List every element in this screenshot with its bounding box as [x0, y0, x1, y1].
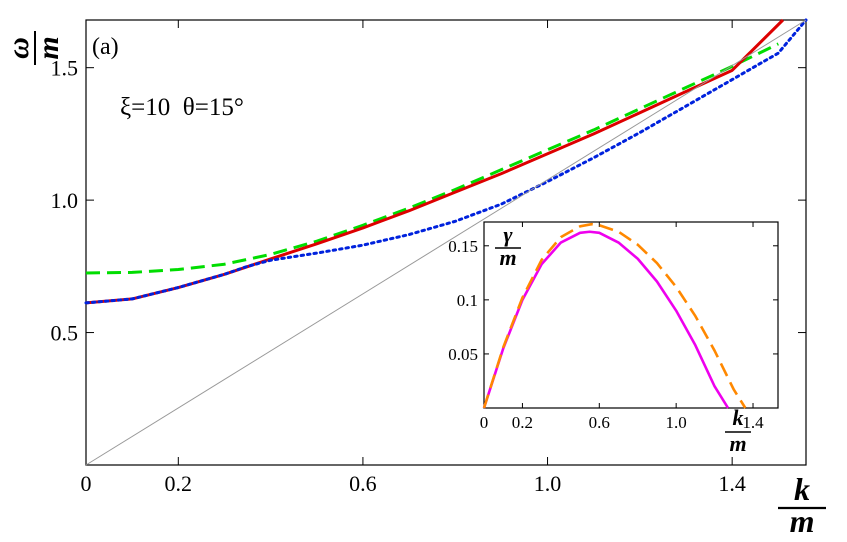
- main-x-tick-label: 1.0: [534, 471, 562, 496]
- inset-x-tick-label: 0.2: [512, 413, 533, 432]
- parameter-annotation: ξ=10 θ=15°: [120, 94, 244, 121]
- inset-y-axis-label: γ m: [495, 222, 521, 270]
- x-axis-label: k m: [778, 471, 826, 539]
- inset-x-axis-label: k m: [725, 405, 751, 456]
- inset-plot: 0 0.2 0.6 1.0 1.4 0.05 0.1 0.15 γ m k m: [448, 221, 779, 456]
- main-series-line-2: [84, 18, 808, 305]
- main-x-tick-label: 1.4: [718, 471, 746, 496]
- y-axis-label: ω m: [2, 31, 65, 65]
- main-series-line-0: [85, 42, 779, 275]
- x-axis-label-numerator: k: [794, 471, 810, 507]
- y-axis-label-numerator: ω: [2, 37, 35, 59]
- main-x-tick-label: 0.2: [165, 471, 193, 496]
- main-y-tick-label: 0.5: [51, 321, 79, 346]
- main-series-line-3: [85, 19, 807, 466]
- inset-series-line-0: [482, 230, 730, 409]
- inset-y-tick-label: 0.1: [457, 291, 478, 310]
- inset-x-tick-label: 1.4: [742, 413, 764, 432]
- inset-x-tick-label: 1.0: [666, 413, 687, 432]
- main-y-tick-label: 1.5: [51, 56, 79, 81]
- inset-background: [484, 222, 778, 408]
- inset-y-axis-label-numerator: γ: [503, 222, 513, 247]
- main-y-tick-label: 1.0: [51, 188, 79, 213]
- main-plot: 0 0.2 0.6 1.0 1.4 0.5 1.0 1.5 (a) ξ=10 θ=15° ω …: [2, 18, 826, 539]
- inset-y-tick-label: 0.15: [448, 237, 478, 256]
- main-x-tick-label: 0: [81, 471, 92, 496]
- main-x-tick-label: 0.6: [349, 471, 377, 496]
- x-axis-label-denominator: m: [790, 503, 815, 539]
- inset-y-tick-label: 0.05: [448, 345, 478, 364]
- inset-series-line-1: [482, 222, 747, 409]
- main-plot-frame: [85, 19, 807, 466]
- y-axis-label-denominator: m: [32, 36, 65, 59]
- inset-x-axis-label-numerator: k: [733, 405, 744, 430]
- inset-x-tick-label: 0: [480, 413, 489, 432]
- inset-x-tick-label: 0.6: [589, 413, 610, 432]
- panel-label: (a): [92, 34, 119, 60]
- inset-x-axis-label-denominator: m: [729, 431, 746, 456]
- inset-frame: [483, 221, 779, 409]
- inset-y-axis-label-denominator: m: [499, 245, 516, 270]
